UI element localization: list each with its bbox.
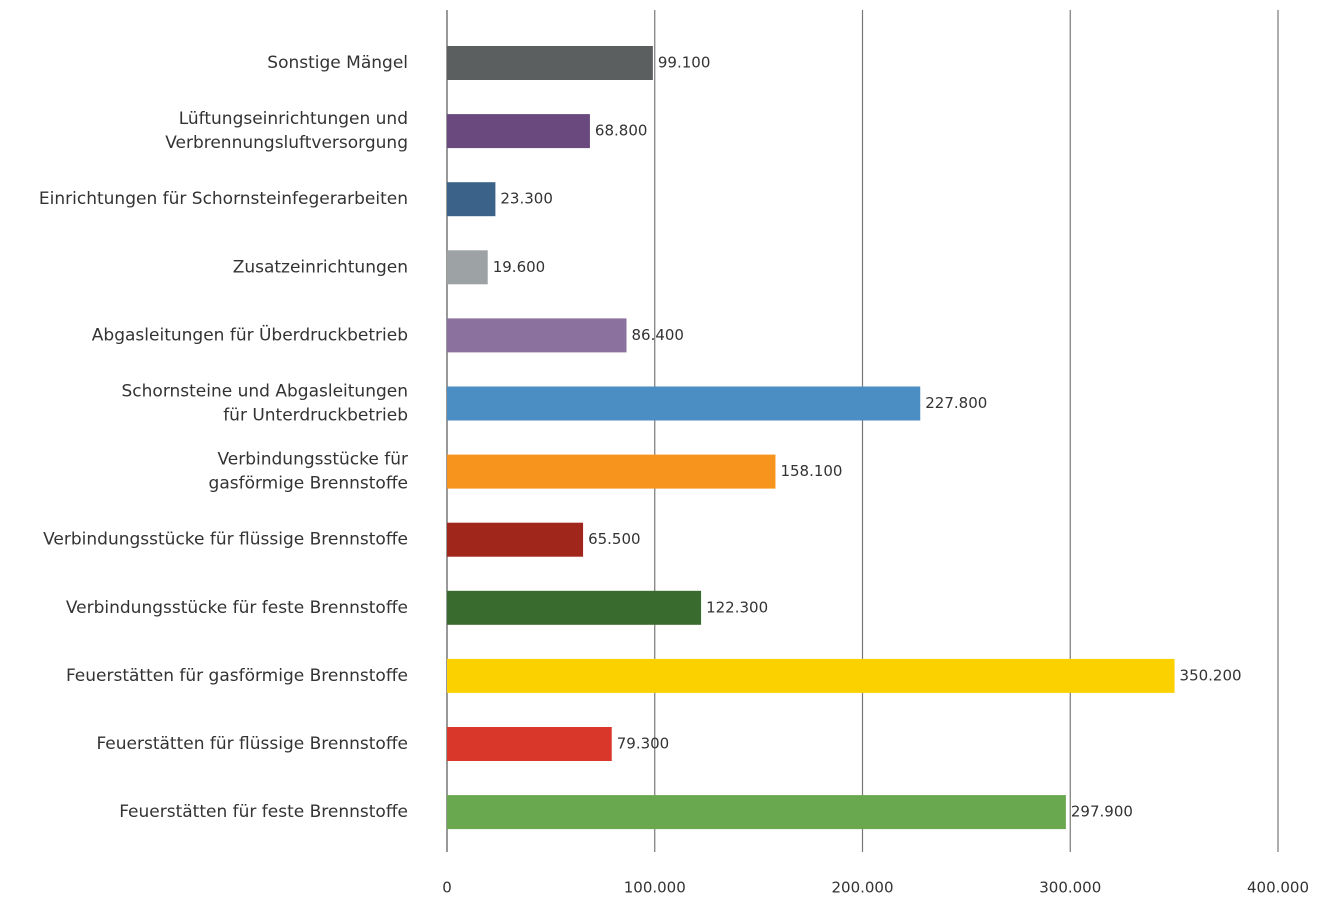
value-label: 19.600: [493, 258, 546, 276]
bar: [447, 114, 590, 149]
x-tick-label: 300.000: [1039, 879, 1101, 897]
bar: [447, 182, 496, 217]
bar: [447, 386, 921, 421]
bar: [447, 318, 627, 353]
value-label: 158.100: [780, 462, 842, 480]
x-tick-label: 0: [442, 879, 452, 897]
bar: [447, 727, 612, 761]
x-tick-label: 400.000: [1247, 879, 1309, 897]
category-label: Sonstige Mängel: [267, 53, 408, 73]
category-label: Abgasleitungen für Überdruckbetrieb: [92, 323, 408, 345]
value-label: 99.100: [658, 54, 711, 72]
bar: [447, 454, 776, 489]
bar: [447, 46, 653, 80]
category-label: Feuerstätten für flüssige Brennstoffe: [96, 734, 408, 754]
category-label: Feuerstätten für gasförmige Brennstoffe: [66, 666, 408, 686]
category-label: Verbindungsstücke für flüssige Brennstof…: [43, 530, 408, 550]
category-label: Verbindungsstücke für gasförmige Brennsto…: [209, 450, 408, 494]
category-label: Lüftungseinrichtungen und Verbrennungsluf…: [165, 109, 408, 153]
value-label: 350.200: [1180, 666, 1242, 684]
x-tick-label: 200.000: [831, 879, 893, 897]
value-label: 297.900: [1071, 803, 1133, 821]
bar: [447, 590, 702, 625]
bar: [447, 522, 584, 557]
category-label: Verbindungsstücke für feste Brennstoffe: [66, 598, 408, 618]
value-label: 227.800: [925, 394, 987, 412]
value-label: 86.400: [631, 326, 684, 344]
bar: [447, 250, 488, 285]
bar: [447, 658, 1175, 693]
value-label: 122.300: [706, 598, 768, 616]
value-label: 68.800: [595, 122, 648, 140]
value-label: 79.300: [617, 735, 670, 753]
category-label: Feuerstätten für feste Brennstoffe: [119, 802, 408, 822]
x-tick-label: 100.000: [624, 879, 686, 897]
value-label: 23.300: [500, 190, 553, 208]
value-label: 65.500: [588, 530, 641, 548]
category-label: Einrichtungen für Schornsteinfegerarbeit…: [39, 189, 408, 209]
category-label: Zusatzeinrichtungen: [233, 257, 408, 277]
bar: [447, 795, 1066, 830]
category-label: Schornsteine und Abgasleitungen für Unter…: [122, 382, 409, 426]
